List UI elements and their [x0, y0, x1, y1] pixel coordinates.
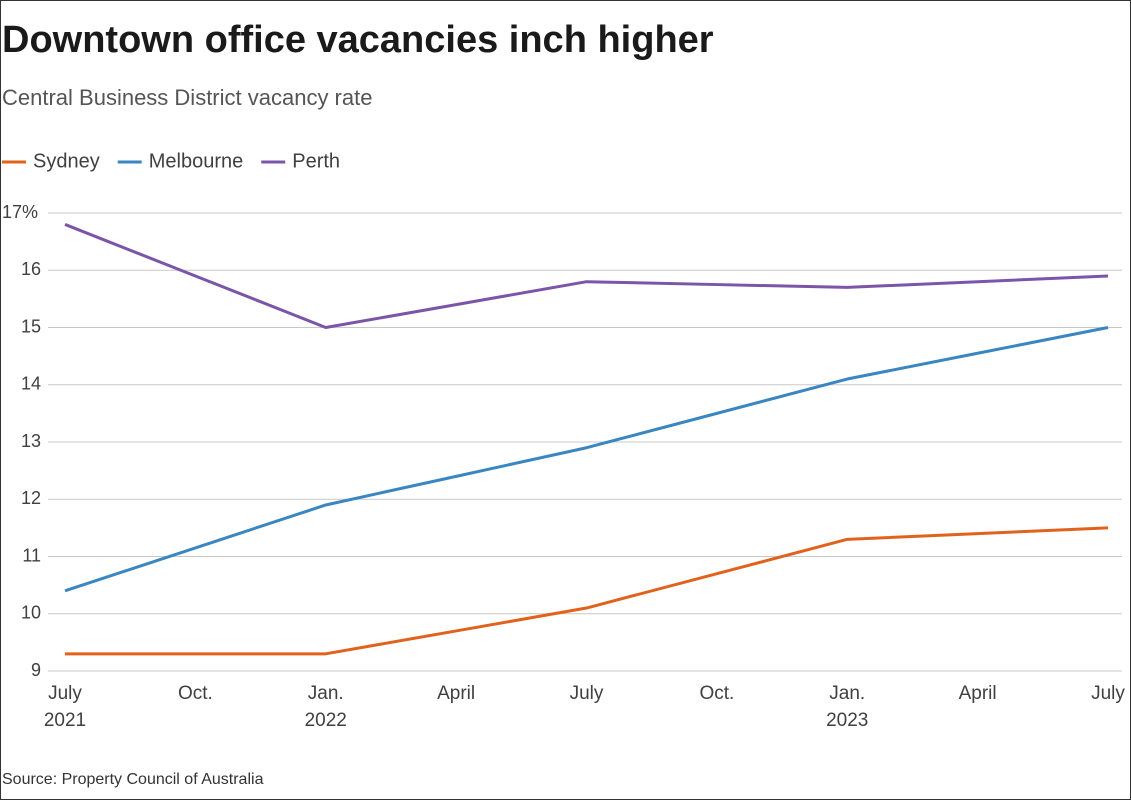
- source-note: Source: Property Council of Australia: [2, 771, 264, 788]
- x-tick-year: 2021: [44, 710, 86, 731]
- y-tick-label: 11: [22, 545, 41, 565]
- y-tick-label: 13: [21, 431, 41, 451]
- x-tick-label: Oct.: [178, 683, 213, 704]
- x-tick-label: July: [48, 683, 82, 704]
- x-tick-label: Oct.: [699, 683, 734, 704]
- x-tick-label: Jan.: [308, 683, 344, 704]
- x-tick-year: 2022: [305, 710, 347, 731]
- y-tick-label: 9: [31, 660, 41, 680]
- series-line: [65, 526, 1109, 656]
- series-line: [64, 223, 1109, 329]
- x-tick-label: April: [437, 683, 475, 704]
- y-tick-label: 12: [21, 488, 41, 508]
- legend-label: Perth: [292, 150, 340, 172]
- legend-label: Melbourne: [149, 150, 244, 172]
- chart-title: Downtown office vacancies inch higher: [2, 19, 714, 61]
- y-tick-label: 10: [21, 603, 41, 623]
- series-line: [64, 326, 1109, 593]
- y-tick-label: 14: [21, 374, 41, 394]
- x-tick-label: July: [1091, 683, 1125, 704]
- y-tick-label: 16: [21, 259, 41, 279]
- x-tick-year: 2023: [826, 710, 868, 731]
- x-tick-label: July: [570, 683, 604, 704]
- x-tick-label: April: [959, 683, 997, 704]
- y-tick-label: 15: [21, 316, 41, 336]
- chart-subtitle: Central Business District vacancy rate: [2, 85, 372, 110]
- y-tick-label: 17%: [2, 202, 38, 222]
- legend-label: Sydney: [33, 150, 100, 172]
- x-tick-label: Jan.: [829, 683, 865, 704]
